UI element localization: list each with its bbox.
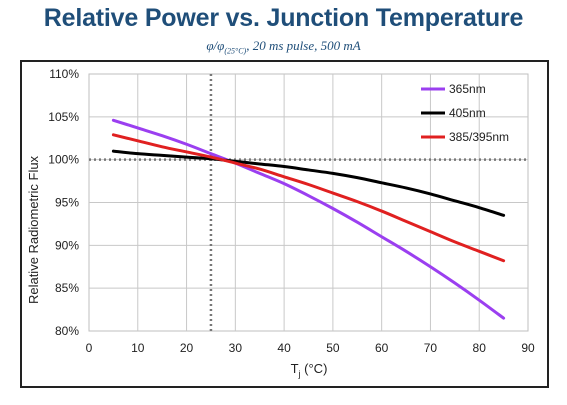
y-tick-label: 105% bbox=[48, 110, 79, 124]
series-line-365nm bbox=[111, 118, 506, 320]
y-axis-label: Relative Radiometric Flux bbox=[26, 155, 41, 304]
x-tick-label: 20 bbox=[180, 341, 194, 355]
x-tick-label: 70 bbox=[424, 341, 438, 355]
x-tick-label: 80 bbox=[473, 341, 487, 355]
y-tick-label: 90% bbox=[55, 238, 79, 252]
x-tick-label: 10 bbox=[131, 341, 145, 355]
tick-labels: 0 10 20 30 40 50 60 70 80 90 80% 85% 90% 95% 100% 105% 1… bbox=[48, 67, 535, 355]
subtitle-main: φ/φ bbox=[206, 38, 225, 53]
x-axis-label-main: T bbox=[291, 361, 299, 376]
x-axis-label-rest: (°C) bbox=[301, 361, 328, 376]
chart-subtitle: φ/φ(25°C), 20 ms pulse, 500 mA bbox=[0, 38, 567, 56]
x-tick-label: 50 bbox=[326, 341, 340, 355]
x-tick-label: 30 bbox=[229, 341, 243, 355]
x-tick-label: 40 bbox=[277, 341, 291, 355]
x-tick-label: 90 bbox=[521, 341, 535, 355]
subtitle-rest: , 20 ms pulse, 500 mA bbox=[246, 38, 361, 53]
y-tick-label: 95% bbox=[55, 196, 79, 210]
subtitle-subscript: (25°C) bbox=[224, 46, 247, 56]
y-tick-label: 110% bbox=[49, 67, 79, 81]
legend-label-385-395nm: 385/395nm bbox=[449, 130, 509, 144]
legend: 365nm 405nm 385/395nm bbox=[421, 82, 509, 144]
series-line-405nm bbox=[111, 149, 506, 217]
y-tick-label: 85% bbox=[55, 281, 79, 295]
legend-label-405nm: 405nm bbox=[449, 106, 486, 120]
x-tick-label: 60 bbox=[375, 341, 389, 355]
series-group bbox=[111, 118, 506, 320]
y-tick-label: 100% bbox=[48, 153, 79, 167]
x-axis-label-subscript: j bbox=[298, 369, 301, 379]
grid bbox=[88, 73, 529, 332]
chart-title: Relative Power vs. Junction Temperature bbox=[43, 4, 524, 32]
x-tick-label: 0 bbox=[86, 341, 93, 355]
x-axis-label: Tj (°C) bbox=[291, 361, 328, 379]
reference-lines bbox=[89, 74, 528, 331]
legend-label-365nm: 365nm bbox=[449, 82, 486, 96]
y-tick-label: 80% bbox=[55, 324, 79, 338]
series-line-385-395nm bbox=[111, 133, 506, 263]
